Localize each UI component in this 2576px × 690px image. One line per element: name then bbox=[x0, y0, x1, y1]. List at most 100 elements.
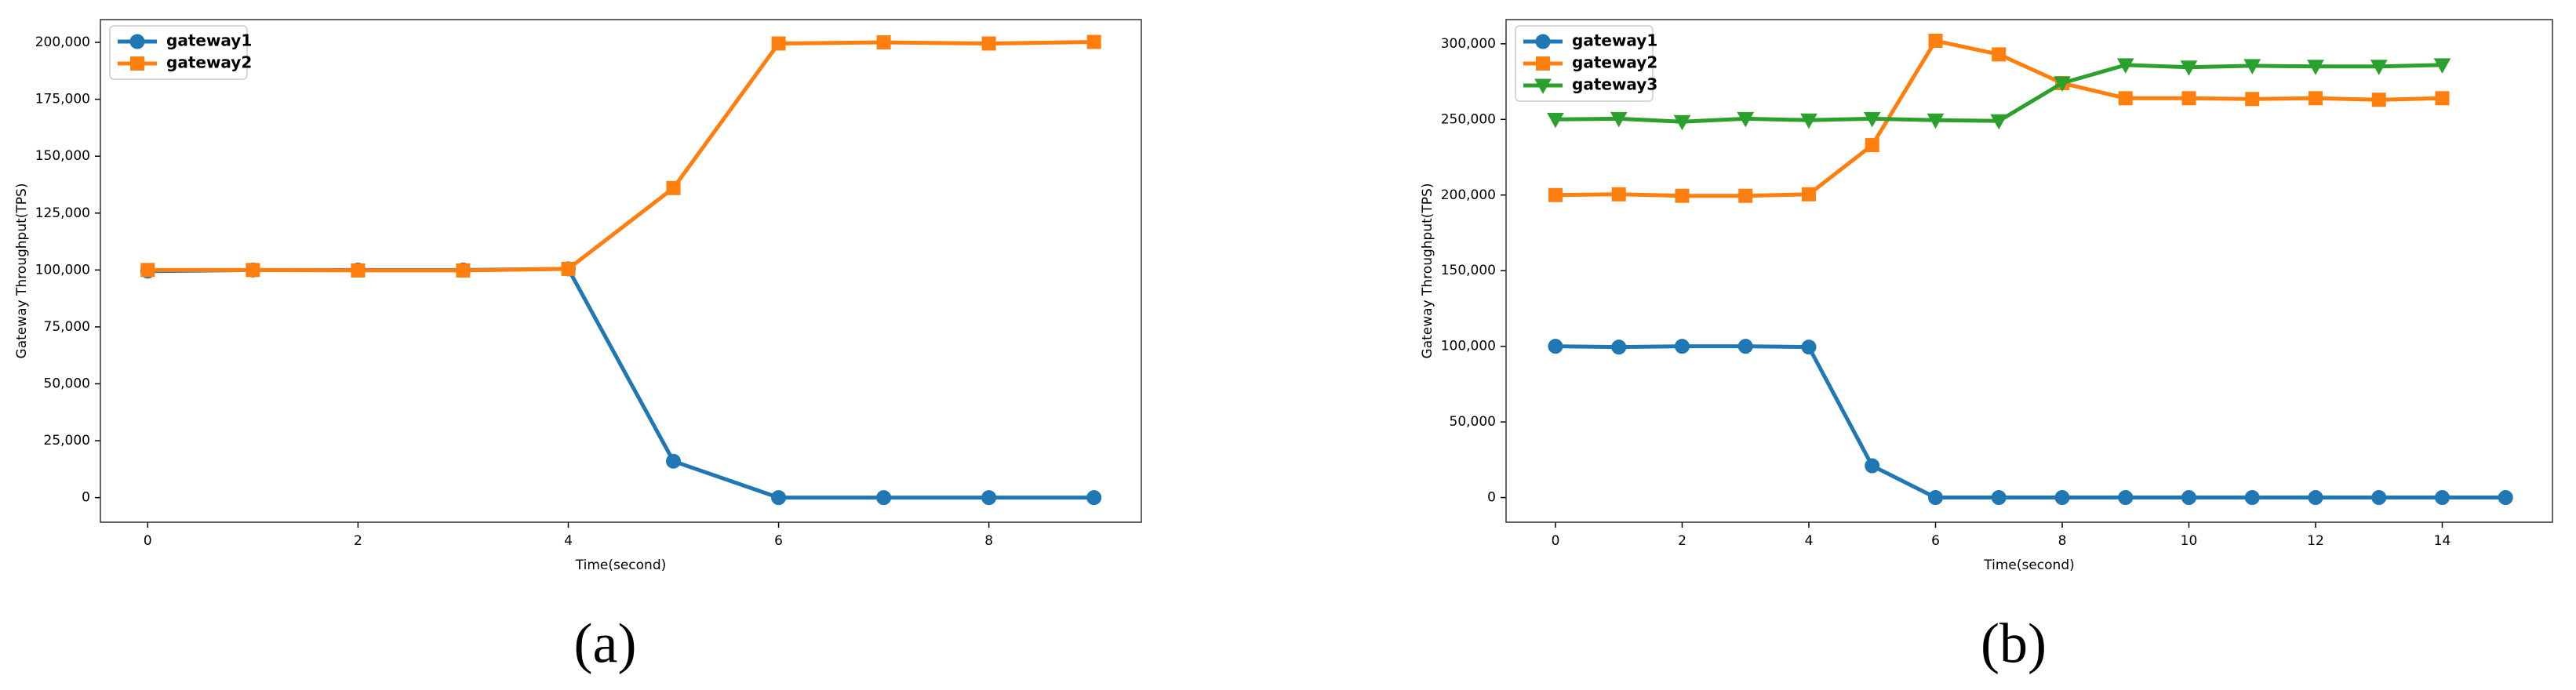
legend-label: gateway1 bbox=[1572, 31, 1657, 50]
y-tick-label: 200,000 bbox=[1441, 187, 1496, 203]
marker bbox=[2245, 92, 2260, 107]
marker bbox=[1991, 490, 2007, 506]
marker bbox=[666, 180, 681, 195]
marker bbox=[1990, 114, 2008, 130]
marker bbox=[2435, 91, 2450, 106]
marker bbox=[1086, 490, 1102, 506]
marker bbox=[1992, 47, 2007, 62]
marker bbox=[2118, 91, 2133, 106]
x-tick-label: 0 bbox=[144, 533, 152, 549]
marker bbox=[2433, 58, 2451, 74]
x-tick-label: 12 bbox=[2307, 533, 2324, 549]
marker bbox=[876, 35, 891, 50]
marker bbox=[1865, 138, 1879, 153]
marker bbox=[1927, 113, 1945, 129]
marker bbox=[1548, 187, 1563, 202]
x-tick-label: 8 bbox=[2058, 533, 2067, 549]
marker bbox=[981, 36, 996, 51]
marker bbox=[1535, 34, 1551, 49]
marker bbox=[1674, 339, 1690, 354]
marker bbox=[2434, 490, 2450, 506]
marker bbox=[456, 263, 471, 278]
marker bbox=[246, 263, 260, 278]
marker bbox=[1611, 340, 1627, 355]
marker bbox=[1738, 188, 1753, 203]
marker bbox=[1534, 78, 1552, 95]
marker bbox=[1673, 114, 1691, 131]
marker bbox=[140, 263, 155, 278]
x-tick-label: 4 bbox=[1805, 533, 1814, 549]
marker bbox=[2308, 91, 2323, 106]
axes-frame bbox=[1505, 19, 2553, 523]
legend-label: gateway2 bbox=[1572, 53, 1657, 72]
x-tick-label: 6 bbox=[774, 533, 783, 549]
x-tick-label: 2 bbox=[354, 533, 362, 549]
chart: 0 2 4 6 8 10 12 14 0 50,000 100,000 150,000 200,000 2… bbox=[1420, 19, 2553, 675]
legend-label: gateway1 bbox=[166, 31, 252, 50]
marker bbox=[130, 56, 144, 71]
y-tick-label: 300,000 bbox=[1441, 36, 1496, 52]
marker bbox=[129, 34, 145, 49]
legend-label: gateway2 bbox=[166, 53, 252, 72]
marker bbox=[2371, 93, 2386, 107]
x-tick-label: 0 bbox=[1552, 533, 1560, 549]
marker bbox=[2371, 490, 2387, 506]
y-tick-label: 150,000 bbox=[35, 148, 90, 164]
y-tick-label: 0 bbox=[1487, 490, 1496, 506]
x-tick-label: 2 bbox=[1678, 533, 1686, 549]
marker bbox=[351, 263, 366, 278]
marker bbox=[1800, 113, 1817, 129]
marker bbox=[2180, 60, 2198, 76]
marker bbox=[2181, 490, 2196, 506]
series-line bbox=[1555, 344, 2506, 500]
x-axis-label: Time(second) bbox=[1983, 557, 2075, 573]
x-tick-label: 6 bbox=[1931, 533, 1940, 549]
x-tick-label: 8 bbox=[984, 533, 993, 549]
marker bbox=[2498, 490, 2513, 506]
x-tick-label: 4 bbox=[564, 533, 573, 549]
y-tick-label: 25,000 bbox=[44, 433, 90, 448]
caption: (b) bbox=[1981, 612, 2047, 675]
marker bbox=[666, 453, 682, 469]
y-tick-label: 50,000 bbox=[1450, 414, 1496, 430]
caption: (a) bbox=[574, 612, 637, 675]
y-tick-label: 200,000 bbox=[35, 34, 90, 50]
y-tick-label: 150,000 bbox=[1441, 263, 1496, 278]
marker bbox=[1675, 188, 1690, 203]
marker bbox=[2244, 490, 2260, 506]
marker bbox=[771, 36, 786, 51]
axes-frame bbox=[100, 19, 1142, 523]
marker bbox=[1928, 34, 1943, 49]
marker bbox=[1737, 111, 1755, 128]
marker bbox=[2307, 60, 2324, 75]
marker bbox=[2243, 59, 2261, 74]
marker bbox=[2054, 490, 2070, 506]
marker bbox=[2181, 91, 2196, 106]
y-tick-label: 75,000 bbox=[44, 319, 90, 335]
x-tick-label: 14 bbox=[2434, 533, 2451, 549]
y-tick-label: 100,000 bbox=[35, 262, 90, 278]
marker bbox=[771, 490, 787, 506]
marker bbox=[1548, 339, 1563, 354]
marker bbox=[1737, 339, 1753, 354]
y-tick-label: 125,000 bbox=[35, 205, 90, 221]
marker bbox=[2118, 490, 2134, 506]
marker bbox=[2370, 60, 2388, 75]
legend-box bbox=[1515, 25, 1654, 102]
marker bbox=[981, 490, 997, 506]
x-tick-label: 10 bbox=[2181, 533, 2198, 549]
y-tick-label: 100,000 bbox=[1441, 339, 1496, 354]
marker bbox=[1801, 187, 1816, 202]
marker bbox=[1086, 34, 1101, 49]
x-axis-label: Time(second) bbox=[575, 557, 667, 573]
y-axis-label: Gateway Throughput(TPS) bbox=[1420, 183, 1435, 359]
marker bbox=[561, 261, 576, 276]
y-tick-label: 175,000 bbox=[35, 92, 90, 107]
marker bbox=[1536, 56, 1550, 71]
marker bbox=[1547, 112, 1564, 129]
marker bbox=[1801, 340, 1817, 355]
chart: 0 2 4 6 8 0 25,000 50,000 75,000 100,000 125,000 15… bbox=[14, 19, 1142, 675]
y-tick-label: 0 bbox=[82, 490, 90, 506]
legend-label: gateway3 bbox=[1572, 75, 1657, 94]
